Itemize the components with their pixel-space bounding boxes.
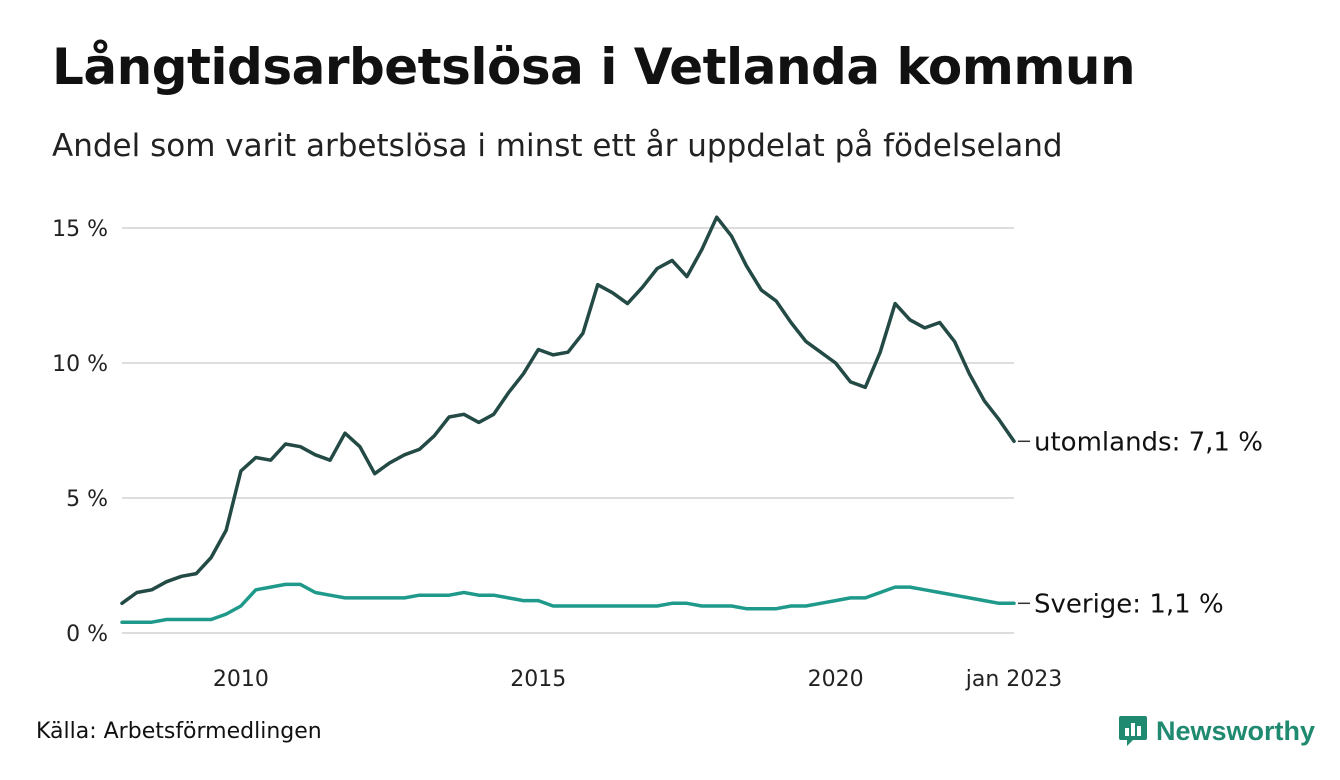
end-label-utomlands: utomlands: 7,1 % [1034, 427, 1263, 457]
line-chart: 0 % 5 % 10 % 15 % 2010 2015 2020 jan 2023 utom… [52, 215, 1263, 692]
gridlines [122, 227, 1014, 634]
source-note: Källa: Arbetsförmedlingen [36, 719, 322, 744]
series-line-utomlands [120, 215, 1016, 606]
newsworthy-brand[interactable]: Newsworthy [1118, 714, 1315, 748]
y-tick-label: 15 % [52, 217, 108, 242]
chart-subtitle: Andel som varit arbetslösa i minst ett å… [52, 128, 1063, 164]
x-tick-label: jan 2023 [965, 667, 1063, 692]
newsworthy-logo-icon [1119, 716, 1147, 746]
series-line-sverige [120, 582, 1016, 624]
x-tick-label: 2020 [808, 667, 864, 692]
y-tick-label: 0 % [66, 622, 108, 647]
x-tick-label: 2010 [213, 667, 269, 692]
brand-name: Newsworthy [1156, 715, 1316, 746]
series-end-labels: utomlands: 7,1 % Sverige: 1,1 % [1018, 427, 1263, 619]
x-tick-label: 2015 [510, 667, 566, 692]
end-label-sverige: Sverige: 1,1 % [1034, 589, 1224, 619]
y-tick-label: 5 % [66, 487, 108, 512]
y-axis: 0 % 5 % 10 % 15 % [52, 217, 108, 647]
y-tick-label: 10 % [52, 352, 108, 377]
series-lines [120, 215, 1016, 624]
x-axis: 2010 2015 2020 jan 2023 [213, 667, 1062, 692]
chart-title: Långtidsarbetslösa i Vetlanda kommun [52, 38, 1136, 96]
